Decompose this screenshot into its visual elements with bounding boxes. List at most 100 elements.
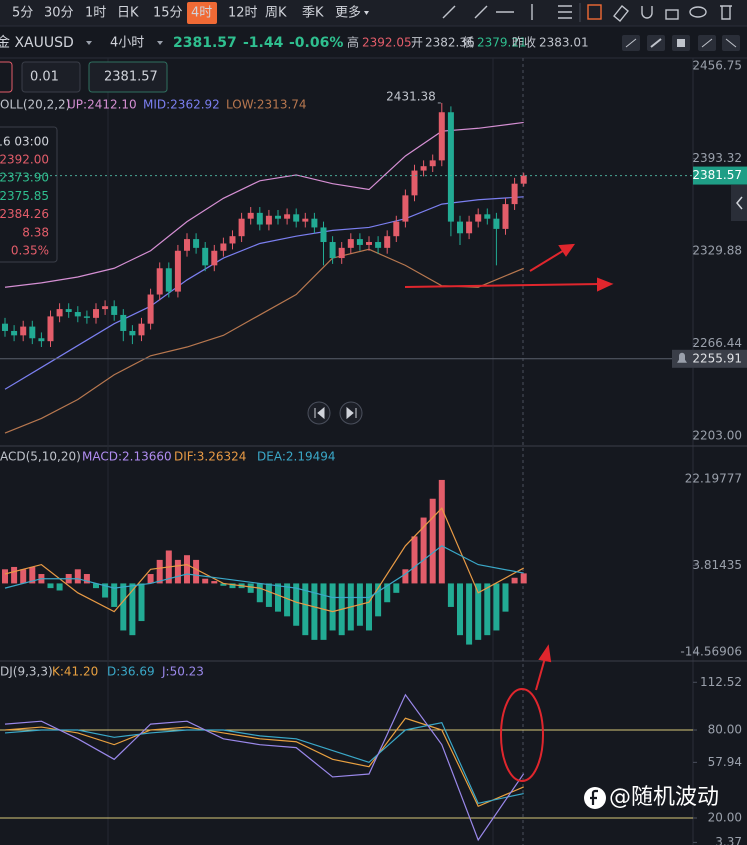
macd-bar: [211, 581, 218, 584]
high-label: 高: [347, 35, 359, 50]
hand-annotations: [404, 243, 614, 782]
change: -1.44: [243, 35, 284, 51]
interval-button[interactable]: 15分: [153, 6, 183, 21]
macd-bar: [475, 583, 482, 640]
candle-body: [302, 218, 309, 222]
dropdown-icon[interactable]: [86, 41, 92, 45]
macd-bar: [429, 498, 436, 584]
interval-button[interactable]: 4时: [191, 6, 212, 21]
legend-entry: DEA:2.19494: [257, 450, 336, 464]
candle-body: [65, 309, 72, 313]
interval[interactable]: 4小时: [110, 36, 144, 51]
candle-body: [493, 218, 500, 229]
candle-body: [429, 160, 436, 167]
candle-body: [11, 330, 18, 336]
dropdown-icon[interactable]: [157, 41, 163, 45]
side-collapse[interactable]: [731, 185, 747, 221]
candle-body: [466, 221, 473, 234]
open-label: 开: [411, 36, 423, 50]
legend-entry: UP:2412.10: [67, 98, 137, 112]
macd-bar: [120, 583, 127, 631]
candle-body: [111, 306, 118, 315]
candle-body: [284, 214, 291, 219]
macd-bar: [493, 583, 500, 631]
macd-bar: [174, 559, 181, 584]
macd-bar: [420, 517, 427, 584]
macd-bar: [147, 574, 154, 584]
candle-body: [511, 183, 518, 205]
tool-trendline[interactable]: [442, 5, 456, 19]
candle-body: [475, 214, 482, 222]
interval-button[interactable]: 周K: [265, 6, 287, 21]
tool-visibility[interactable]: [689, 6, 707, 18]
tool-magnet[interactable]: [641, 6, 653, 19]
interval-button[interactable]: 日K: [117, 6, 139, 21]
macd-bar: [93, 583, 99, 589]
y-tick-label: 22.19777: [685, 471, 742, 485]
indicator-line: [4, 693, 525, 842]
alert-tag: [672, 349, 747, 368]
tool-lock[interactable]: [665, 9, 679, 20]
lot-value: 0.01: [30, 70, 59, 85]
interval-button[interactable]: 季K: [302, 6, 324, 21]
macd-bar: [256, 583, 263, 603]
lot-input[interactable]: [21, 61, 81, 93]
tool-eraser[interactable]: [613, 5, 629, 22]
interval-button[interactable]: 5分: [12, 6, 33, 21]
macd-bar: [138, 583, 145, 622]
chart-tools: [622, 35, 740, 51]
tooltip-value: 0.35%: [11, 244, 49, 258]
candle-body: [193, 239, 200, 248]
candle-body: [502, 204, 509, 229]
candle-body: [338, 247, 345, 259]
candle-body: [147, 294, 154, 324]
indicator-line: [4, 121, 524, 288]
change-pct: -0.06%: [289, 35, 343, 51]
interval-button[interactable]: 30分: [44, 6, 74, 21]
symbol[interactable]: 金 XAUUSD: [0, 35, 74, 51]
tooltip-value: 2384.26: [0, 207, 49, 221]
candle-body: [265, 215, 272, 225]
candle-body: [238, 218, 245, 237]
macd-bar: [184, 555, 190, 584]
arrow: [535, 657, 546, 691]
price-input[interactable]: [88, 61, 168, 93]
icon: [677, 39, 685, 47]
macd-bar: [438, 479, 445, 584]
candle-body: [366, 242, 372, 245]
macd-bar: [11, 566, 18, 584]
tool-delete[interactable]: [720, 5, 732, 20]
legend-entry: MID:2362.92: [143, 98, 220, 112]
candle-body: [120, 314, 127, 331]
candle-body: [129, 330, 136, 336]
macd-bar: [275, 583, 281, 612]
candle-body: [184, 239, 190, 251]
candle-body: [93, 309, 99, 318]
macd-bar: [366, 583, 372, 631]
tool-channel[interactable]: [558, 5, 572, 19]
macd-bar: [29, 566, 36, 584]
high: 2392.05: [362, 36, 412, 50]
order-button[interactable]: [0, 61, 13, 93]
arrowhead: [558, 243, 576, 257]
dropdown-icon: [364, 11, 369, 15]
candle-body: [102, 306, 109, 310]
highlight-ellipse: [500, 688, 544, 782]
indicator-line: [4, 717, 524, 808]
macd-bar: [74, 569, 81, 584]
icon: [736, 196, 743, 210]
more-button[interactable]: 更多: [335, 5, 361, 21]
y-tick-label: 20.00: [708, 811, 742, 825]
interval-button[interactable]: 1时: [85, 6, 106, 21]
interval-button[interactable]: 12时: [228, 6, 258, 21]
macd-bar: [484, 583, 491, 636]
tooltip-value: 2373.90: [0, 171, 49, 185]
tool-draw[interactable]: [587, 4, 602, 20]
tool-ray[interactable]: [474, 5, 488, 19]
candle-body: [393, 221, 400, 237]
macd-bar: [202, 578, 209, 584]
macd-bar: [247, 583, 254, 593]
macd-bar: [329, 583, 336, 631]
